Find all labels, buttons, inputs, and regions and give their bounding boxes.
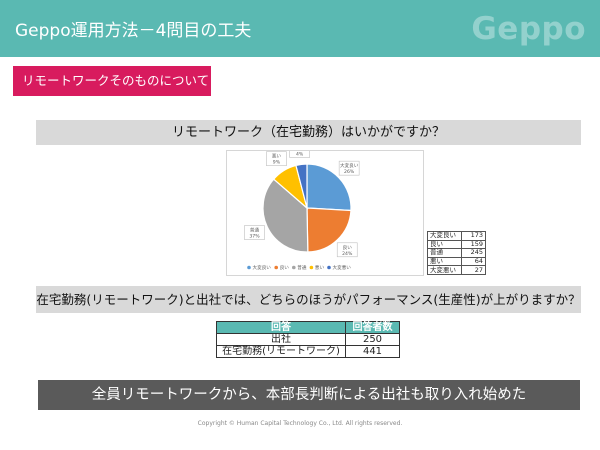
pie-label-category: 大変良い (340, 162, 359, 169)
count-value: 27 (461, 265, 486, 275)
table-row: 大変良い 173 (427, 231, 486, 241)
pie-label-box (244, 225, 265, 240)
table-row: 悪い 64 (427, 256, 486, 267)
legend-label: 良い (280, 264, 290, 271)
pie-label-box (336, 242, 358, 258)
pie-label-category: 良い (343, 244, 353, 251)
pie-label-category: 悪い (272, 154, 282, 160)
result-header-count: 回答者数 (345, 321, 400, 334)
pie-chart-svg: 大変良い26%良い24%普通37%悪い9%大変悪い4%大変良い良い普通悪い大変悪… (244, 151, 360, 271)
table-row: 普通 245 (427, 248, 486, 258)
pie-label-percent: 9% (273, 160, 281, 166)
table-row: 大変悪い 27 (427, 265, 486, 275)
header-bar: Geppo運用方法－4問目の工夫 Geppo (0, 0, 600, 57)
legend-label: 普通 (297, 264, 307, 271)
result-header-answer: 回答 (216, 321, 346, 334)
count-label: 大変良い (427, 231, 462, 241)
section-tag: リモートワークそのものについて (13, 66, 211, 96)
pie-label-box (338, 160, 360, 176)
result-count: 250 (345, 333, 400, 346)
pie-slice (306, 163, 352, 212)
pie-label-box (289, 151, 310, 158)
pie-label-percent: 26% (344, 169, 355, 175)
question-2: 在宅勤務(リモートワーク)と出社では、どちらのほうがパフォーマンス(生産性)が上… (36, 286, 581, 313)
count-value: 245 (461, 248, 486, 258)
legend-marker (309, 265, 314, 270)
result-table: 回答 回答者数 出社 250 在宅勤務(リモートワーク) 441 (216, 321, 400, 358)
legend-marker (292, 265, 296, 270)
table-row: 在宅勤務(リモートワーク) 441 (216, 345, 400, 358)
legend-marker (247, 265, 251, 270)
copyright-text: Copyright © Human Capital Technology Co.… (197, 420, 403, 427)
pie-slice (306, 207, 352, 253)
pie-label-percent: 37% (249, 234, 260, 240)
pie-label-category: 普通 (250, 227, 260, 234)
pie-label-box (266, 151, 287, 167)
legend-marker (274, 265, 278, 270)
pie-label-percent: 4% (296, 151, 304, 157)
pie-chart: 大変良い26%良い24%普通37%悪い9%大変悪い4%大変良い良い普通悪い大変悪… (226, 150, 424, 276)
pie-slice (295, 163, 308, 209)
count-value: 159 (461, 239, 486, 250)
count-value: 173 (461, 231, 486, 241)
table-row: 出社 250 (216, 333, 400, 346)
pie-slice (262, 178, 309, 253)
legend-label: 悪い (315, 265, 325, 271)
count-value: 64 (461, 256, 486, 267)
legend-label: 大変良い (253, 264, 272, 271)
conclusion-banner: 全員リモートワークから、本部長判断による出社も取り入れ始めた (38, 380, 580, 410)
pie-label-percent: 24% (342, 251, 353, 257)
result-answer: 出社 (216, 333, 346, 346)
result-count: 441 (345, 345, 400, 358)
count-label: 悪い (427, 256, 462, 267)
count-label: 大変悪い (427, 265, 462, 275)
legend-marker (327, 265, 331, 270)
answer-count-table: 大変良い 173 良い 159 普通 245 悪い 64 大変悪い 27 (427, 231, 486, 275)
question-1: リモートワーク（在宅勤務）はいかがですか？ (36, 120, 581, 145)
count-label: 普通 (427, 248, 462, 258)
result-answer: 在宅勤務(リモートワーク) (216, 345, 346, 358)
geppo-logo: Geppo (471, 11, 586, 47)
legend-label: 大変悪い (333, 264, 352, 271)
page-title: Geppo運用方法－4問目の工夫 (15, 21, 252, 41)
